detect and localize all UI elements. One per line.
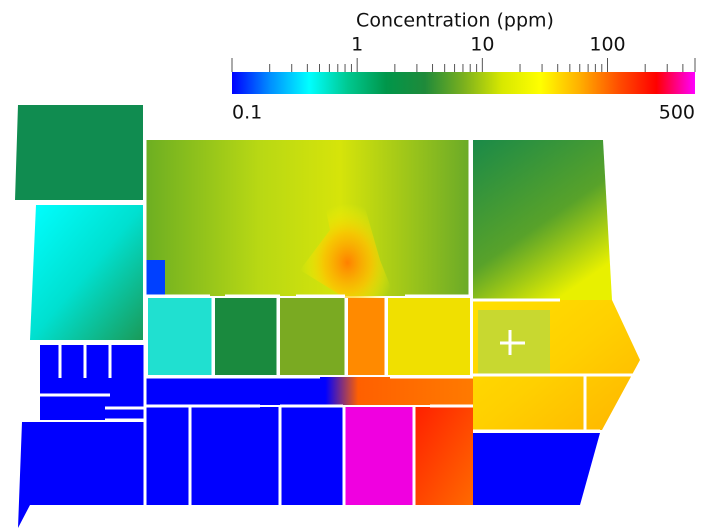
colorbar	[232, 72, 695, 94]
room	[148, 298, 213, 375]
room	[348, 298, 385, 375]
page: Concentration (ppm) 0.1500110100 (() => …	[0, 0, 708, 530]
room	[15, 105, 143, 200]
room	[473, 140, 612, 300]
room	[473, 433, 600, 505]
room	[345, 407, 413, 505]
room	[415, 407, 473, 505]
colorbar-range-label: 500	[659, 102, 695, 124]
colorbar-tick-label: 10	[470, 34, 494, 56]
room	[215, 298, 278, 375]
room	[280, 298, 345, 375]
colorbar-tick-label: 100	[589, 34, 625, 56]
visualization: Concentration (ppm) 0.1 500 1 10 100	[0, 0, 708, 530]
colorbar-title: Concentration (ppm)	[356, 10, 554, 32]
room	[145, 407, 343, 505]
colorbar-tick-label: 1	[351, 34, 363, 56]
room	[30, 205, 143, 340]
room	[145, 260, 165, 296]
room	[18, 422, 145, 528]
room	[145, 377, 473, 405]
room	[388, 298, 470, 375]
colorbar-range-label: 0.1	[232, 102, 262, 124]
